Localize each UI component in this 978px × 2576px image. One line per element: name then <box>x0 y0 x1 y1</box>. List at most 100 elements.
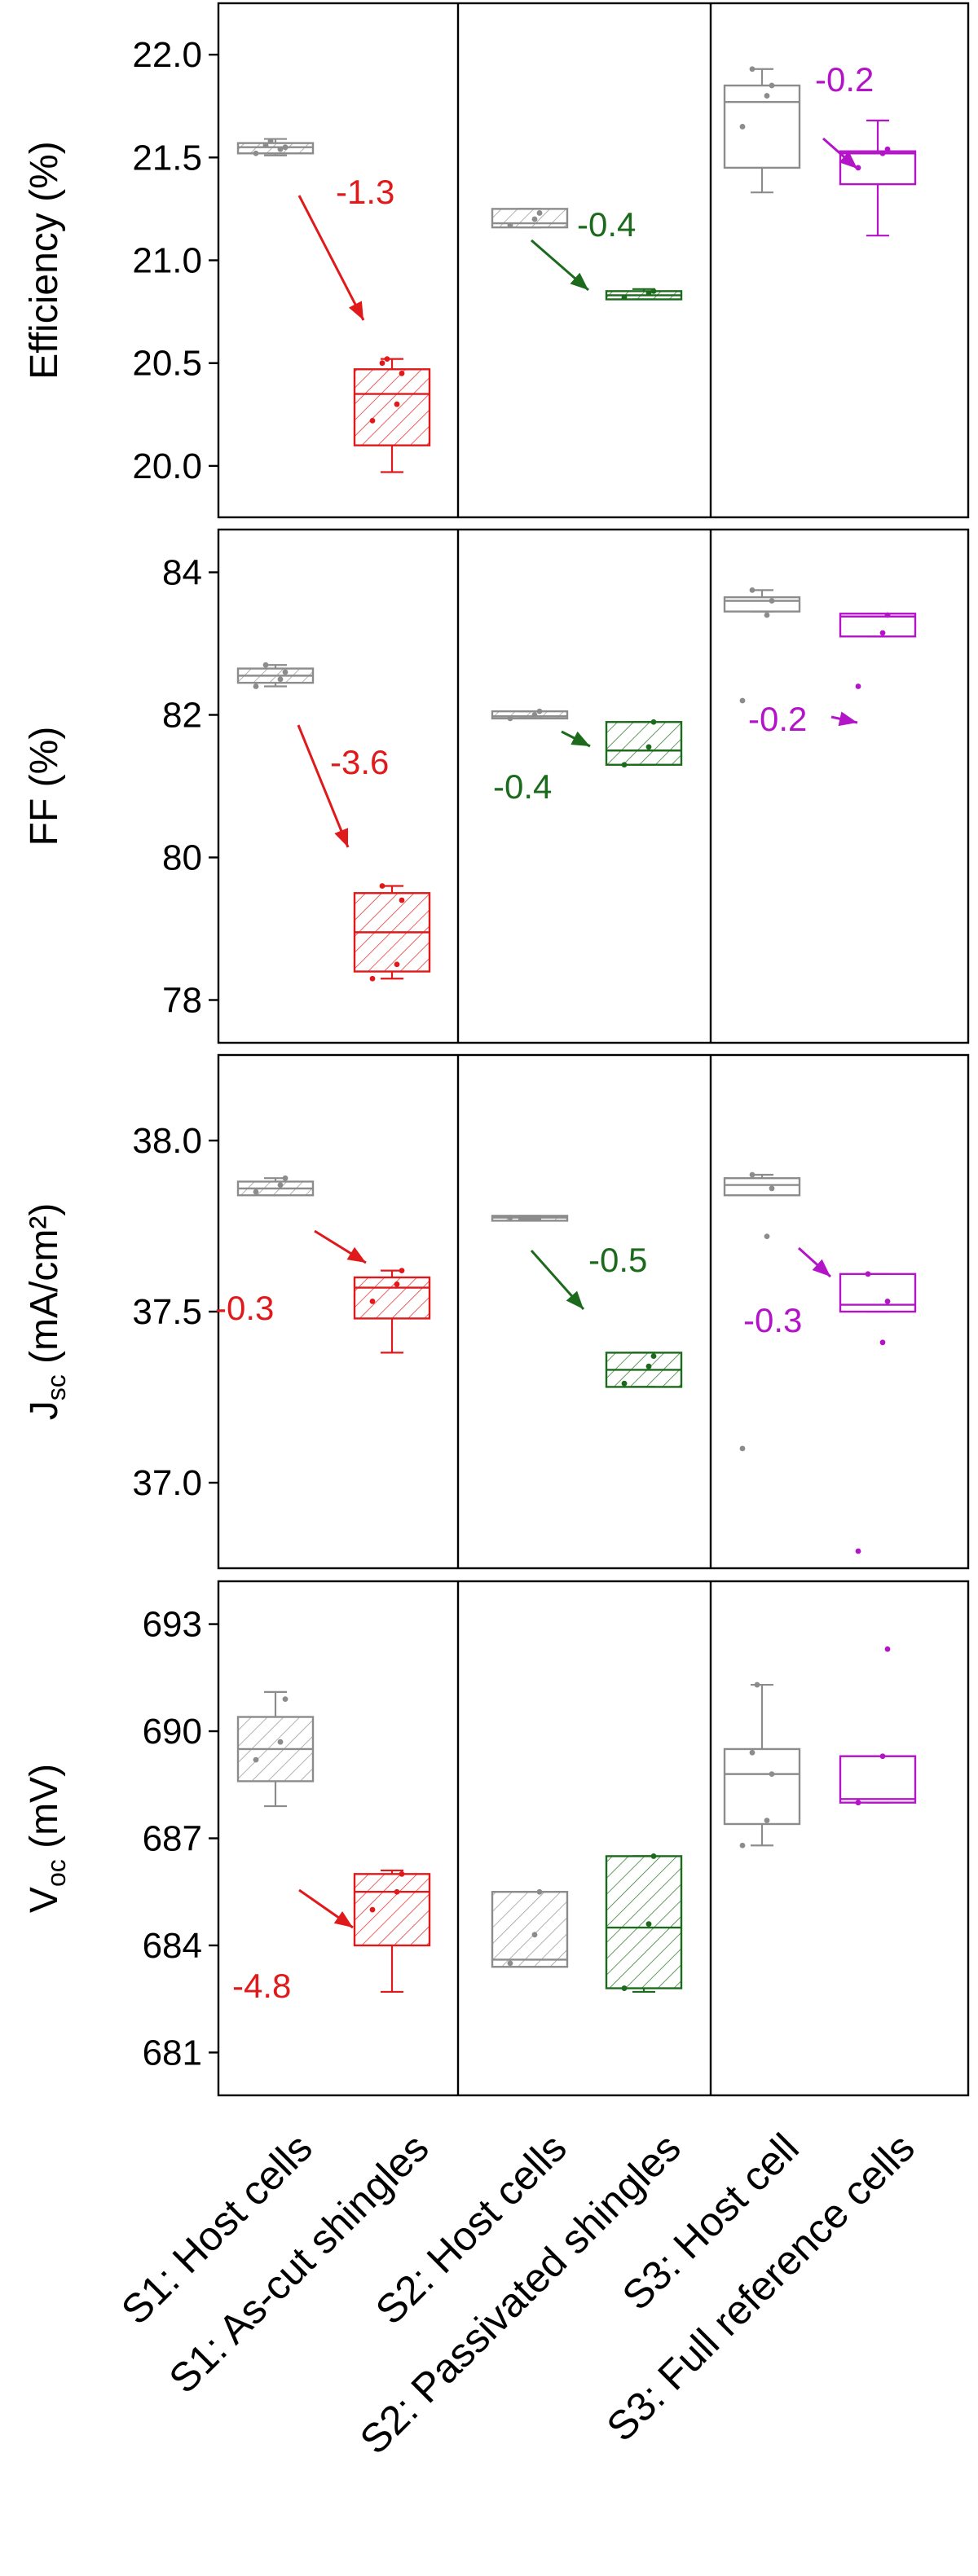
change-arrow-head <box>334 828 349 847</box>
data-point <box>650 719 657 725</box>
change-arrow-head <box>333 1911 353 1928</box>
y-tick-label: 681 <box>143 2033 202 2073</box>
change-annotation: -1.3 <box>336 173 394 211</box>
data-point <box>884 1299 891 1304</box>
data-point <box>749 1172 756 1178</box>
box-6 <box>839 1271 917 1554</box>
box-1 <box>236 138 315 156</box>
data-point <box>384 356 390 363</box>
data-point <box>277 1739 284 1745</box>
data-point <box>769 82 775 89</box>
y-tick-label: 684 <box>143 1926 202 1966</box>
data-point <box>253 1189 259 1195</box>
change-annotation: -0.2 <box>748 700 807 738</box>
data-point <box>282 144 289 151</box>
plot-panels: 20.0 20.5 21.0 21.5 22.0 Efficiency (%) -1.3 -0… <box>23 2 970 2097</box>
data-point <box>764 93 770 99</box>
data-point <box>262 142 269 148</box>
panel-frame <box>217 1580 970 2097</box>
data-point <box>253 684 259 689</box>
data-point <box>369 417 376 424</box>
y-tick-label: 82 <box>162 696 202 736</box>
data-point <box>394 1888 400 1895</box>
data-point <box>879 150 886 156</box>
data-point <box>645 1363 652 1369</box>
box-5 <box>723 587 801 704</box>
data-point <box>507 1960 513 1967</box>
data-point <box>739 1445 746 1452</box>
data-point <box>394 401 400 407</box>
change-annotation: -4.8 <box>232 1967 291 2005</box>
box-iqr <box>839 1273 917 1313</box>
box-iqr <box>839 1755 917 1804</box>
y-tick-label: 687 <box>143 1819 202 1859</box>
box-2 <box>353 1869 431 1994</box>
change-annotation: -0.3 <box>215 1289 274 1327</box>
data-point <box>277 676 284 683</box>
data-point <box>769 1185 775 1192</box>
box-iqr <box>491 208 569 229</box>
box-2 <box>353 1268 431 1354</box>
y-tick-label: 38.0 <box>132 1121 202 1161</box>
data-point <box>650 1353 657 1359</box>
data-point <box>621 294 628 301</box>
data-point <box>267 138 274 144</box>
box-iqr <box>491 1891 569 1968</box>
data-point <box>754 1681 760 1688</box>
y-axis-label: FF (%) <box>23 727 66 846</box>
change-annotation: -0.4 <box>493 767 552 806</box>
data-point <box>621 762 628 768</box>
data-point <box>531 216 538 222</box>
data-point <box>399 1870 405 1877</box>
box-6 <box>839 1646 917 1806</box>
data-point <box>253 1756 259 1763</box>
y-tick-label: 22.0 <box>132 35 202 75</box>
y-tick-label: 20.5 <box>132 344 202 384</box>
box-iqr <box>353 1873 431 1947</box>
data-point <box>253 150 259 156</box>
data-point <box>645 1921 652 1928</box>
change-arrow-head <box>812 1259 830 1277</box>
data-point <box>507 715 513 722</box>
data-point <box>621 1985 628 1991</box>
data-point <box>769 1771 775 1778</box>
box-iqr <box>353 1276 431 1320</box>
y-tick-label: 37.0 <box>132 1463 202 1503</box>
data-point <box>536 708 543 714</box>
y-tick-label: 21.0 <box>132 241 202 281</box>
y-tick-label: 21.5 <box>132 138 202 178</box>
box-3 <box>491 208 569 229</box>
box-iqr <box>723 596 801 613</box>
data-point <box>621 1380 628 1387</box>
y-tick-label: 84 <box>162 553 202 593</box>
y-axis-label: Efficiency (%) <box>23 141 66 380</box>
data-point <box>282 669 289 675</box>
data-point <box>650 1853 657 1859</box>
box-iqr <box>353 368 431 446</box>
data-point <box>536 210 543 216</box>
data-point <box>749 66 756 73</box>
y-tick-label: 37.5 <box>132 1292 202 1332</box>
data-point <box>645 290 652 297</box>
box-4 <box>605 1853 683 1994</box>
data-point <box>282 1175 289 1181</box>
data-point <box>394 1281 400 1287</box>
box-5 <box>723 1681 801 1848</box>
data-point <box>277 146 284 152</box>
data-point <box>399 897 405 903</box>
change-arrow-head <box>566 1290 584 1309</box>
change-arrow-head <box>838 711 857 727</box>
data-point <box>369 1299 376 1304</box>
y-axis-label: Jsc (mA/cm²) <box>23 1203 71 1421</box>
box-1 <box>236 1175 315 1197</box>
data-point <box>739 1842 746 1848</box>
box-iqr <box>236 142 315 155</box>
data-point <box>399 370 405 376</box>
box-3 <box>491 1888 569 1968</box>
data-point <box>650 288 657 294</box>
data-point <box>879 1339 886 1346</box>
change-arrow-head <box>346 1246 366 1263</box>
data-point <box>369 975 376 982</box>
panel-4: 681 684 687 690 693 Voc (mV) -4.8 <box>23 1580 970 2097</box>
